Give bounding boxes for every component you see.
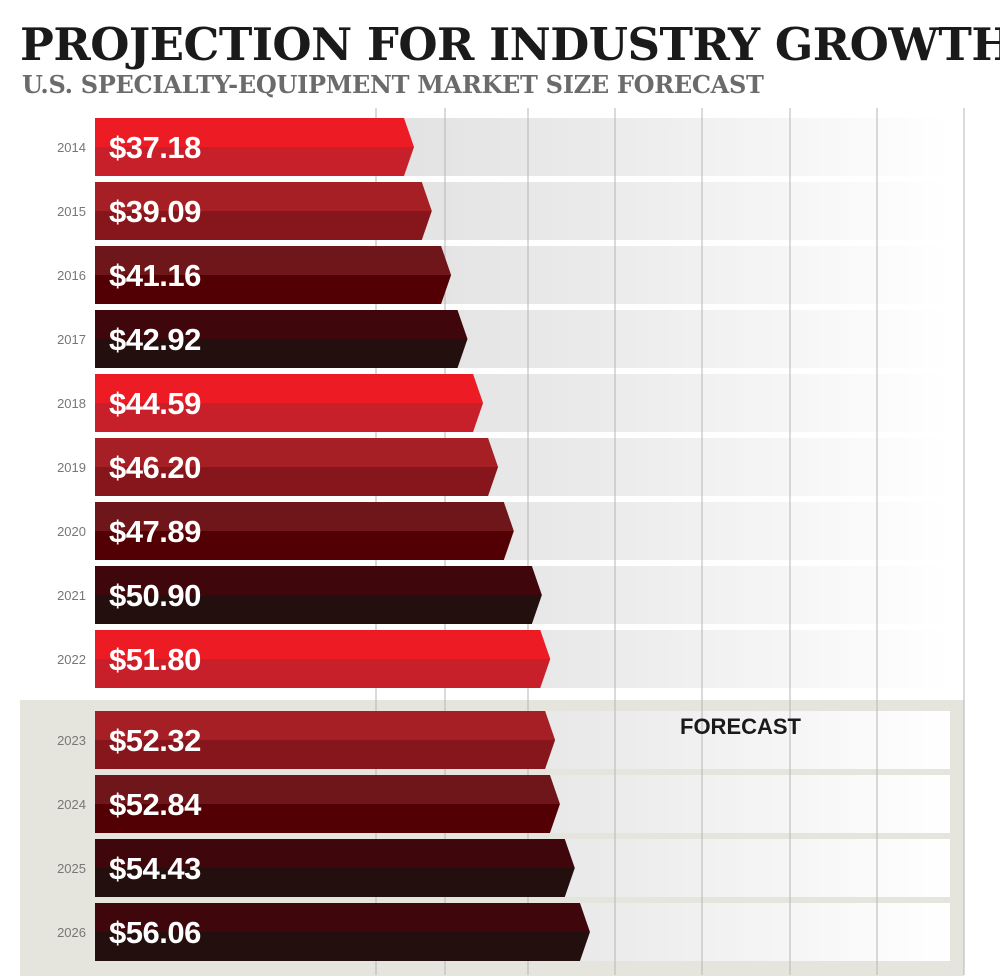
bar-2018 <box>95 403 484 432</box>
value-label: $52.84 <box>109 787 202 822</box>
bar-2014-top <box>95 118 414 147</box>
bar-2022-top <box>95 630 551 659</box>
bar-2024-top <box>95 775 560 804</box>
bar-2020-top <box>95 502 514 531</box>
year-label: 2019 <box>57 460 86 475</box>
bar-2017-top <box>95 310 468 339</box>
year-label: 2023 <box>57 733 86 748</box>
value-label: $54.43 <box>109 851 201 886</box>
year-label: 2014 <box>57 140 86 155</box>
chart-subtitle: U.S. SPECIALTY-EQUIPMENT MARKET SIZE FOR… <box>22 70 764 99</box>
value-label: $37.18 <box>109 130 201 165</box>
value-label: $42.92 <box>109 322 201 357</box>
year-label: 2017 <box>57 332 86 347</box>
bar-2026 <box>95 932 590 961</box>
year-label: 2020 <box>57 524 86 539</box>
year-label: 2025 <box>57 861 86 876</box>
year-label: 2016 <box>57 268 86 283</box>
year-label: 2022 <box>57 652 86 667</box>
bar-2023 <box>95 740 556 769</box>
bar-2015 <box>95 211 432 240</box>
bar-2024 <box>95 804 560 833</box>
bar-2025-top <box>95 839 575 868</box>
bar-2025 <box>95 868 575 897</box>
bar-2023-top <box>95 711 556 740</box>
value-label: $46.20 <box>109 450 201 485</box>
year-label: 2021 <box>57 588 86 603</box>
bar-2016-top <box>95 246 452 275</box>
bar-2017 <box>95 339 468 368</box>
bar-2015-top <box>95 182 432 211</box>
bar-2018-top <box>95 374 484 403</box>
bar-2020 <box>95 531 514 560</box>
value-label: $56.06 <box>109 915 201 950</box>
bar-2021-top <box>95 566 542 595</box>
year-label: 2018 <box>57 396 86 411</box>
bar-2019 <box>95 467 499 496</box>
bar-2016 <box>95 275 452 304</box>
value-label: $52.32 <box>109 723 201 758</box>
year-label: 2015 <box>57 204 86 219</box>
forecast-label: FORECAST <box>680 714 801 739</box>
year-label: 2026 <box>57 925 86 940</box>
value-label: $47.89 <box>109 514 201 549</box>
bar-2026-top <box>95 903 590 932</box>
value-label: $51.80 <box>109 642 201 677</box>
value-label: $41.16 <box>109 258 201 293</box>
bar-2014 <box>95 147 414 176</box>
chart-title: PROJECTION FOR INDUSTRY GROWTH <box>20 18 1000 71</box>
year-label: 2024 <box>57 797 86 812</box>
value-label: $44.59 <box>109 386 201 421</box>
bar-2019-top <box>95 438 499 467</box>
bar-2021 <box>95 595 542 624</box>
value-label: $50.90 <box>109 578 201 613</box>
value-label: $39.09 <box>109 194 201 229</box>
bar-2022 <box>95 659 551 688</box>
